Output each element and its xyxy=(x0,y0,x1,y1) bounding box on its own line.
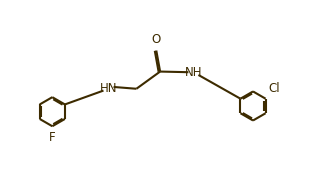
Text: O: O xyxy=(152,33,161,46)
Text: HN: HN xyxy=(100,82,117,95)
Text: F: F xyxy=(49,131,56,144)
Text: NH: NH xyxy=(185,66,202,79)
Text: Cl: Cl xyxy=(269,82,280,95)
